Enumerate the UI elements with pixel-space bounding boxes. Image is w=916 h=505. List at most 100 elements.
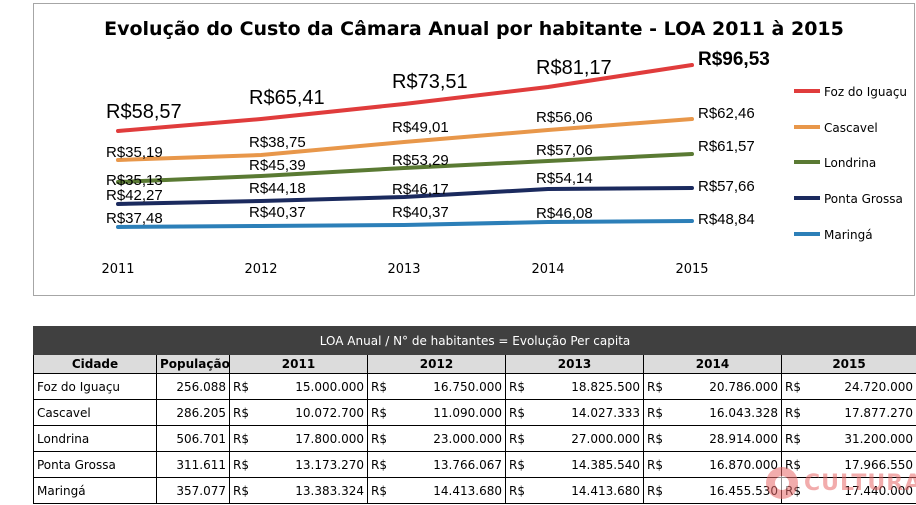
amount-cell: 18.825.500 <box>545 373 644 400</box>
currency-cell: R$ <box>505 477 546 504</box>
data-label: R$40,37 <box>392 204 449 221</box>
data-label: R$54,14 <box>536 170 593 187</box>
table-row: Londrina 506.701 R$ 17.800.000 R$ 23.000.000 R… <box>33 425 916 452</box>
amount-cell: 14.385.540 <box>545 451 644 478</box>
currency-cell: R$ <box>781 425 822 452</box>
currency-cell: R$ <box>643 399 684 426</box>
amount-cell: 27.000.000 <box>545 425 644 452</box>
currency-cell: R$ <box>505 373 546 400</box>
amount-cell: 16.870.000 <box>683 451 782 478</box>
data-label: R$37,48 <box>106 210 163 227</box>
table-row: Cascavel 286.205 R$ 10.072.700 R$ 11.090.000 R… <box>33 399 916 426</box>
table-header-cell: 2013 <box>505 354 644 374</box>
currency-cell: R$ <box>643 477 684 504</box>
data-label: R$38,75 <box>249 134 306 151</box>
amount-cell: 16.750.000 <box>407 373 506 400</box>
currency-cell: R$ <box>367 399 408 426</box>
currency-cell: R$ <box>643 451 684 478</box>
table-body: Foz do Iguaçu 256.088 R$ 15.000.000 R$ 16.750… <box>33 373 916 504</box>
amount-cell: 10.072.700 <box>269 399 368 426</box>
data-labels: R$58,57 R$65,41 R$73,51 R$81,17 R$96,53 R$35,… <box>106 49 770 228</box>
amount-cell: 16.455.530 <box>683 477 782 504</box>
data-label: R$62,46 <box>698 105 755 122</box>
table-header-cell: População <box>156 354 230 374</box>
amount-cell: 13.766.067 <box>407 451 506 478</box>
series-line-3 <box>116 186 694 206</box>
x-tick-label: 2012 <box>244 262 277 277</box>
amount-cell: 20.786.000 <box>683 373 782 400</box>
amount-cell: 23.000.000 <box>407 425 506 452</box>
amount-cell: 17.877.270 <box>821 399 916 426</box>
data-label: R$61,57 <box>698 138 755 155</box>
chart-panel: Evolução do Custo da Câmara Anual por ha… <box>33 3 915 296</box>
amount-cell: 17.440.000 <box>821 477 916 504</box>
amount-cell: 17.966.550 <box>821 451 916 478</box>
population-cell: 311.611 <box>156 451 230 478</box>
legend-label: Londrina <box>824 156 876 170</box>
data-label: R$40,37 <box>249 204 306 221</box>
legend-label: Maringá <box>824 228 873 242</box>
watermark: CULTURA <box>766 466 916 500</box>
data-label: R$58,57 <box>106 101 182 123</box>
data-label: R$46,17 <box>392 181 449 198</box>
amount-cell: 13.173.270 <box>269 451 368 478</box>
amount-cell: 17.800.000 <box>269 425 368 452</box>
series-line-1 <box>116 117 694 162</box>
table-header-cell: 2011 <box>229 354 368 374</box>
amount-cell: 14.413.680 <box>407 477 506 504</box>
x-axis: 2011 2012 2013 2014 2015 <box>101 262 708 277</box>
amount-cell: 11.090.000 <box>407 399 506 426</box>
data-label: R$48,84 <box>698 211 755 228</box>
x-tick-label: 2011 <box>101 262 134 277</box>
data-label: R$42,27 <box>106 187 163 204</box>
table-header-cell: Cidade <box>33 354 157 374</box>
series-line-2 <box>116 152 694 184</box>
data-label: R$45,39 <box>249 157 306 174</box>
data-label: R$46,08 <box>536 205 593 222</box>
table-row: Maringá 357.077 R$ 13.383.324 R$ 14.413.680 R$… <box>33 477 916 504</box>
amount-cell: 31.200.000 <box>821 425 916 452</box>
x-tick-label: 2013 <box>387 262 420 277</box>
population-cell: 256.088 <box>156 373 230 400</box>
currency-cell: R$ <box>367 451 408 478</box>
legend-label: Ponta Grossa <box>824 192 903 206</box>
chart-title: Evolução do Custo da Câmara Anual por ha… <box>104 18 844 40</box>
currency-cell: R$ <box>229 373 270 400</box>
currency-cell: R$ <box>505 425 546 452</box>
table-title: LOA Anual / N° de habitantes = Evolução … <box>32 326 916 355</box>
city-cell: Ponta Grossa <box>33 451 157 478</box>
cultura-logo-icon <box>766 467 798 499</box>
currency-cell: R$ <box>781 373 822 400</box>
currency-cell: R$ <box>229 477 270 504</box>
legend-label: Cascavel <box>824 121 878 135</box>
series-line-0 <box>116 63 694 133</box>
currency-cell: R$ <box>643 425 684 452</box>
data-label: R$57,66 <box>698 178 755 195</box>
data-label: R$81,17 <box>536 57 612 79</box>
currency-cell: R$ <box>643 373 684 400</box>
legend: Foz do Iguaçu Cascavel Londrina Ponta Gross… <box>794 85 907 242</box>
currency-cell: R$ <box>781 399 822 426</box>
population-cell: 357.077 <box>156 477 230 504</box>
data-label: R$57,06 <box>536 142 593 159</box>
amount-cell: 24.720.000 <box>821 373 916 400</box>
data-label: R$49,01 <box>392 119 449 136</box>
city-cell: Foz do Iguaçu <box>33 373 157 400</box>
data-label: R$35,19 <box>106 144 163 161</box>
data-label: R$53,29 <box>392 152 449 169</box>
city-cell: Cascavel <box>33 399 157 426</box>
table-header-cell: 2012 <box>367 354 506 374</box>
data-label: R$96,53 <box>698 49 770 70</box>
series-lines <box>116 63 694 229</box>
table-row: Foz do Iguaçu 256.088 R$ 15.000.000 R$ 16.750… <box>33 373 916 400</box>
amount-cell: 28.914.000 <box>683 425 782 452</box>
currency-cell: R$ <box>229 425 270 452</box>
currency-cell: R$ <box>229 451 270 478</box>
data-label: R$35,13 <box>106 172 163 189</box>
amount-cell: 14.027.333 <box>545 399 644 426</box>
city-cell: Londrina <box>33 425 157 452</box>
data-label: R$44,18 <box>249 180 306 197</box>
data-label: R$56,06 <box>536 109 593 126</box>
watermark-text: CULTURA <box>804 470 916 496</box>
population-cell: 286.205 <box>156 399 230 426</box>
